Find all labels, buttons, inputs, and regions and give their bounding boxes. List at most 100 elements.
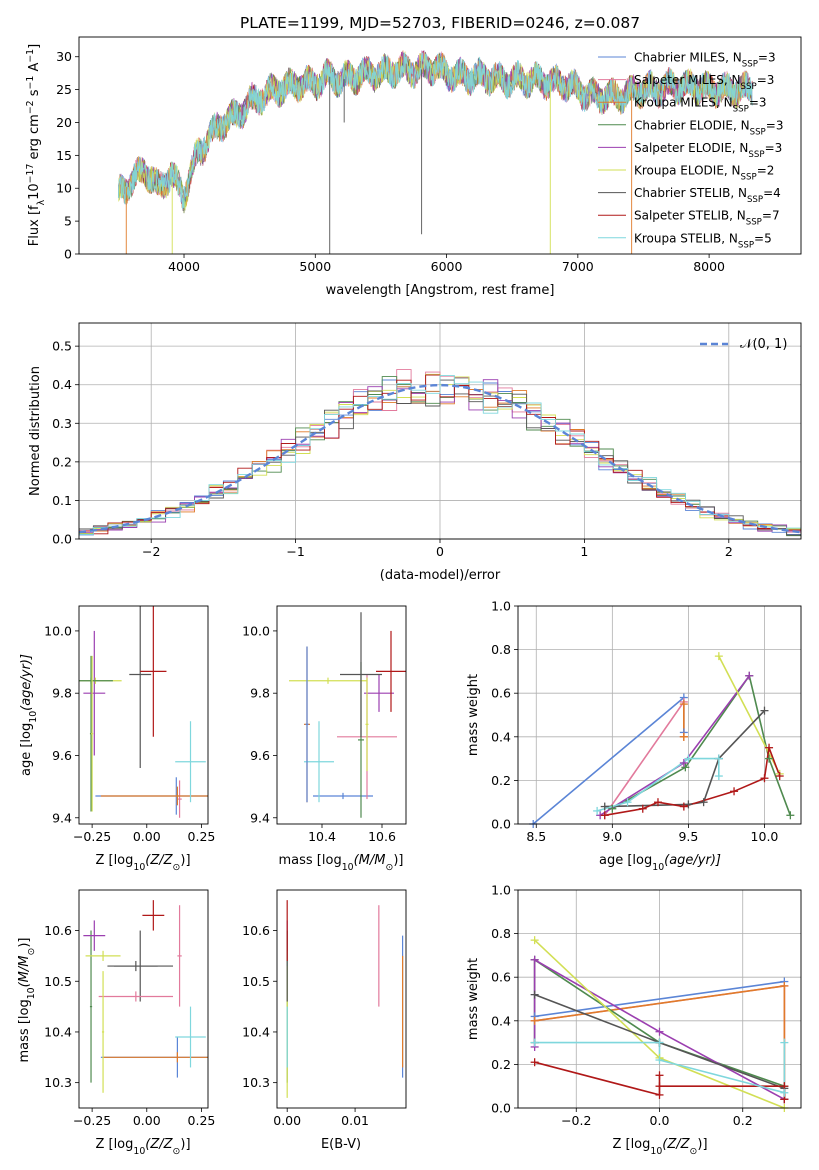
legend-label-part: =2 xyxy=(757,164,775,178)
y-tick-label: 0.0 xyxy=(491,1101,511,1116)
x-axis-label-part: 10 xyxy=(652,862,664,873)
y-tick-label: 10.6 xyxy=(44,923,72,938)
legend-label: Salpeter MILES, NSSP=3 xyxy=(634,73,774,92)
x-axis-label-part: )] xyxy=(180,1137,190,1152)
x-tick-label: 0.2 xyxy=(733,1113,753,1128)
legend-label-part: =7 xyxy=(762,209,780,223)
x-axis-label-part: ⊙ xyxy=(385,862,393,873)
x-axis-label-part: ⊙ xyxy=(173,1146,181,1157)
mass-metallicity-panel: −0.25 0.00 0.25 10.3 10.4 10.5 10.6 xyxy=(44,889,216,1128)
y-tick-label: 0 xyxy=(64,247,72,262)
y-axis-label-part: A xyxy=(27,63,42,76)
x-axis-label-part: Z [log xyxy=(612,1137,650,1152)
x-axis-label-part: )] xyxy=(180,853,190,868)
y-tick-label: 1.0 xyxy=(491,883,511,898)
age-mass-panel: 10.4 10.6 9.4 9.6 9.8 10.0 xyxy=(242,605,407,844)
y-axis-label-part: 10 xyxy=(27,183,42,200)
x-axis-label-part: age [log xyxy=(599,853,652,868)
y-tick-label: 9.4 xyxy=(250,810,270,825)
x-axis-label: mass [log10(M/M⊙)] xyxy=(279,853,404,873)
mass-weight-age-panel: 8.5 9.0 9.5 10.0 0.0 0.2 0.4 0.6 0.8 1.0 xyxy=(491,599,802,844)
y-tick-label: 0.3 xyxy=(52,416,72,431)
legend-label-part: =3 xyxy=(766,118,784,132)
y-tick-label: 30 xyxy=(56,49,72,64)
mass-weight-line xyxy=(604,699,685,816)
y-tick-label: 25 xyxy=(56,82,72,97)
y-axis-label-part: 10 xyxy=(28,711,39,723)
x-tick-label: 0.0 xyxy=(650,1113,670,1128)
y-axis-label-part: 10 xyxy=(26,987,37,999)
age-metallicity-panel: −0.25 0.00 0.25 9.4 9.6 9.8 10.0 xyxy=(44,605,216,844)
x-tick-label: −2 xyxy=(142,544,160,559)
legend-label-part: Chabrier STELIB, N xyxy=(634,186,747,200)
y-axis-label: mass weight xyxy=(466,674,481,756)
y-axis-label: mass weight xyxy=(466,958,481,1040)
y-tick-label: 0.8 xyxy=(491,642,511,657)
legend-label-part: SSP xyxy=(746,218,762,228)
legend-label-part: SSP xyxy=(738,240,754,250)
mass-weight-line xyxy=(599,675,750,816)
y-axis-label-part: (age/yr)] xyxy=(19,654,34,711)
y-tick-label: 10.4 xyxy=(242,1024,270,1039)
y-tick-label: 0.2 xyxy=(52,454,72,469)
y-tick-label: 0.6 xyxy=(491,970,511,985)
x-tick-label: 0.25 xyxy=(188,829,216,844)
x-axis-label-part: 10 xyxy=(133,1146,145,1157)
x-tick-label: −0.2 xyxy=(561,1113,591,1128)
legend-label-part: =4 xyxy=(763,186,781,200)
x-tick-label: 9.0 xyxy=(602,829,622,844)
y-axis-label-part: ] xyxy=(27,44,42,49)
legend-label-part: Kroupa ELODIE, N xyxy=(634,164,741,178)
x-axis-label: Z [log10(Z/Z⊙)] xyxy=(612,1137,707,1157)
mass-extinction-panel-plot xyxy=(286,900,404,1098)
legend-label: Kroupa STELIB, NSSP=5 xyxy=(634,231,772,250)
x-tick-label: 2 xyxy=(725,544,733,559)
legend-label-part: Kroupa MILES, N xyxy=(634,96,733,110)
mass-metallicity-panel-plot xyxy=(83,900,208,1093)
x-axis-label: Z [log10(Z/Z⊙)] xyxy=(95,853,190,873)
y-tick-label: 10.4 xyxy=(44,1024,72,1039)
x-tick-label: 0.25 xyxy=(188,1113,216,1128)
y-tick-label: 10.0 xyxy=(242,623,270,638)
histogram-panel-frame xyxy=(78,322,802,540)
x-axis-label-part: mass [log xyxy=(279,853,342,868)
mass-weight-metallicity-panel-frame xyxy=(517,889,802,1109)
y-axis-label-part: −1 xyxy=(25,76,36,90)
spectrum-panel-plot xyxy=(117,50,753,254)
mass-extinction-panel: 0.00 0.01 10.3 10.4 10.5 10.6 xyxy=(242,889,407,1128)
y-tick-label: 0.8 xyxy=(491,926,511,941)
x-tick-label: 8000 xyxy=(693,259,725,274)
x-axis-label-part: (Z/Z xyxy=(145,853,173,868)
x-axis-label: age [log10(age/yr)] xyxy=(599,853,721,873)
legend-label-part: Salpeter MILES, N xyxy=(634,73,741,87)
legend-label: 𝒩(0, 1) xyxy=(740,337,787,352)
spectrum-line xyxy=(117,52,753,210)
spectrum-panel-frame xyxy=(78,36,802,255)
y-axis-label-part: )] xyxy=(17,938,32,948)
x-axis-label: (data-model)/error xyxy=(380,568,501,583)
legend-label: Chabrier MILES, NSSP=3 xyxy=(634,51,776,70)
x-axis-label-part: Z [log xyxy=(95,1137,133,1152)
y-tick-label: 10 xyxy=(56,181,72,196)
y-axis-label-part: mass [log xyxy=(17,999,32,1062)
x-axis-label-part: 10 xyxy=(133,862,145,873)
y-tick-label: 15 xyxy=(56,148,72,163)
mass-weight-metallicity-panel: −0.2 0.0 0.2 0.0 0.2 0.4 0.6 0.8 1.0 xyxy=(491,883,802,1128)
y-tick-label: 0.6 xyxy=(491,686,511,701)
spectrum-panel: 4000 5000 6000 7000 8000 0 5 10 15 20 25 30 Chabrier… xyxy=(56,36,802,274)
y-axis-label: mass [log10(M/M⊙)] xyxy=(17,938,37,1063)
histogram-panel: −2 −1 0 1 2 0.0 0.1 0.2 0.3 0.4 0.5 𝒩(0, 1) xyxy=(52,322,802,559)
mass-metallicity-panel-frame xyxy=(78,889,209,1109)
legend-label-part: SSP xyxy=(750,127,766,137)
x-tick-label: 0.01 xyxy=(341,1113,369,1128)
x-axis-label-part: Z [log xyxy=(95,853,133,868)
x-axis-label-part: ⊙ xyxy=(173,862,181,873)
age-metallicity-panel-frame xyxy=(78,605,209,825)
y-axis-label-part: −1 xyxy=(25,49,36,63)
y-axis-label: age [log10(age/yr)] xyxy=(19,654,39,776)
y-tick-label: 0.4 xyxy=(491,729,511,744)
y-axis-label: Normed distribution xyxy=(28,366,43,496)
y-tick-label: 9.4 xyxy=(52,810,72,825)
legend-label-part: =3 xyxy=(758,51,776,65)
